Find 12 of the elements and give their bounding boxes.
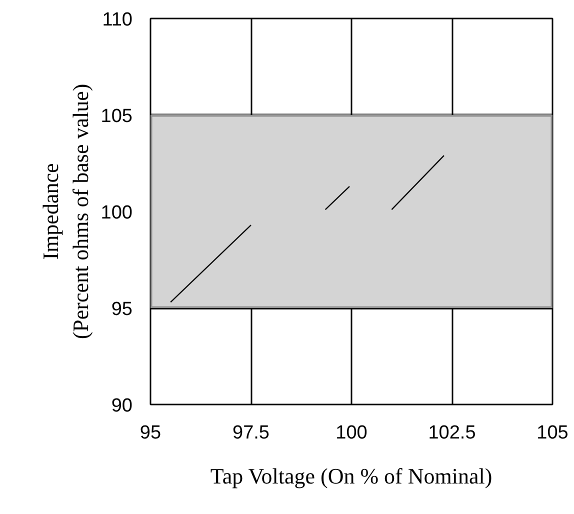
y-tick-label: 90 — [111, 396, 133, 416]
x-tick-label: 97.5 — [232, 422, 270, 444]
x-axis-title: Tap Voltage (On % of Nominal) — [210, 464, 492, 488]
x-tick-label: 100 — [336, 422, 368, 444]
x-tick-label: 95 — [140, 422, 162, 444]
y-tick-label: 110 — [102, 10, 133, 30]
y-tick-label: 95 — [111, 299, 133, 320]
y-tick-label: 100 — [100, 202, 132, 224]
y-axis-title: Impedance (Percent ohms of base value) — [38, 84, 93, 340]
x-tick-label: 102.5 — [428, 422, 476, 444]
y-tick-label: 105 — [100, 106, 132, 127]
x-tick-label: 105 — [536, 422, 568, 444]
